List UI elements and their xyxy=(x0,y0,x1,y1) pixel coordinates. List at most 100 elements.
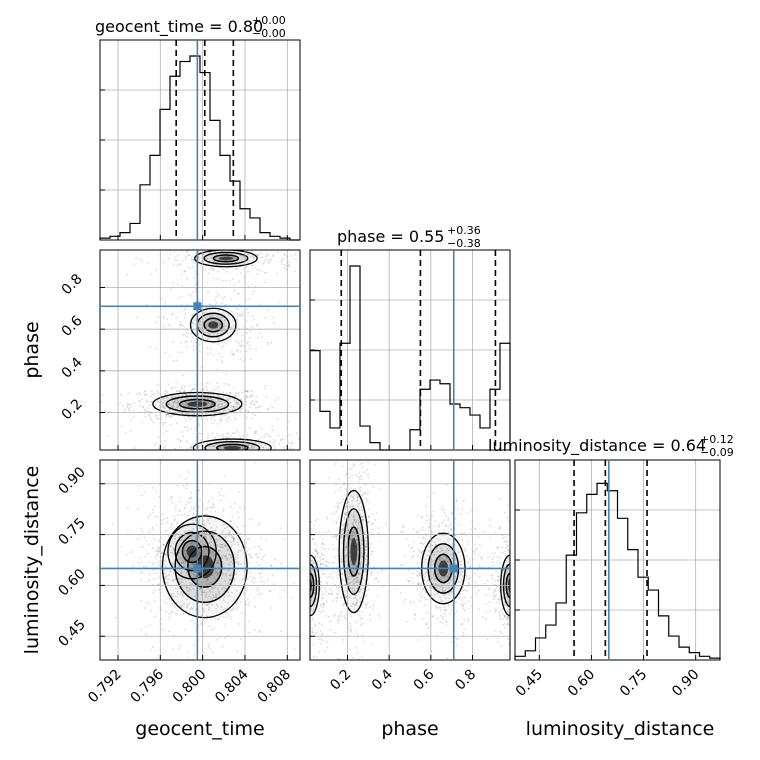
scatter-point xyxy=(357,581,360,584)
scatter-point xyxy=(209,511,212,513)
scatter-point xyxy=(420,582,422,585)
scatter-point xyxy=(477,553,480,556)
scatter-point xyxy=(305,595,307,597)
scatter-point xyxy=(232,405,234,408)
scatter-point xyxy=(245,308,248,311)
scatter-point xyxy=(516,592,518,594)
scatter-point xyxy=(178,550,181,553)
scatter-point xyxy=(360,516,363,518)
scatter-point xyxy=(328,592,331,595)
scatter-point xyxy=(419,574,421,577)
scatter-point xyxy=(241,545,243,548)
scatter-point xyxy=(259,252,262,255)
scatter-point xyxy=(242,439,245,442)
scatter-point xyxy=(341,561,344,563)
scatter-point xyxy=(496,546,499,549)
scatter-point xyxy=(305,639,307,641)
scatter-point xyxy=(149,513,152,516)
scatter-point xyxy=(358,564,361,567)
scatter-point xyxy=(179,263,181,266)
scatter-point xyxy=(466,555,468,558)
scatter-point xyxy=(177,245,179,247)
scatter-point xyxy=(145,565,148,568)
scatter-point xyxy=(298,619,300,621)
scatter-point xyxy=(337,554,339,557)
scatter-point xyxy=(357,546,359,549)
scatter-point xyxy=(345,595,348,598)
scatter-point xyxy=(319,559,322,562)
scatter-point xyxy=(172,547,175,550)
scatter-point xyxy=(280,261,283,264)
scatter-point xyxy=(152,421,154,424)
scatter-point xyxy=(168,598,171,600)
scatter-point xyxy=(209,245,211,247)
scatter-point xyxy=(107,435,110,437)
scatter-point xyxy=(305,607,307,609)
scatter-point xyxy=(322,602,325,605)
scatter-point xyxy=(207,316,209,319)
scatter-point xyxy=(360,466,363,469)
scatter-point xyxy=(246,390,249,393)
scatter-point xyxy=(217,492,220,495)
scatter-point xyxy=(213,451,215,453)
scatter-point xyxy=(273,441,276,444)
scatter-point xyxy=(161,403,164,406)
scatter-point xyxy=(426,633,428,636)
scatter-point xyxy=(131,565,134,568)
scatter-point xyxy=(235,561,238,564)
scatter-point xyxy=(205,595,208,598)
scatter-point xyxy=(255,553,258,556)
scatter-point xyxy=(422,536,425,539)
scatter-point xyxy=(269,440,271,443)
scatter-point xyxy=(360,655,363,658)
scatter-point xyxy=(179,323,182,326)
scatter-point xyxy=(344,507,347,510)
scatter-point xyxy=(354,604,357,607)
scatter-point xyxy=(327,592,330,595)
scatter-point xyxy=(505,571,508,574)
scatter-point xyxy=(310,559,313,562)
scatter-point xyxy=(238,342,241,344)
scatter-point xyxy=(519,574,521,576)
scatter-point xyxy=(360,617,363,620)
scatter-point xyxy=(249,455,251,457)
scatter-point xyxy=(356,526,359,529)
scatter-point xyxy=(427,579,430,582)
scatter-point xyxy=(194,427,197,429)
scatter-point xyxy=(511,635,513,637)
scatter-point xyxy=(208,401,210,404)
scatter-point xyxy=(189,583,192,585)
scatter-point xyxy=(403,601,405,603)
scatter-point xyxy=(362,518,365,521)
scatter-point xyxy=(318,622,321,625)
scatter-point xyxy=(129,406,132,409)
scatter-point xyxy=(194,341,197,344)
scatter-point xyxy=(347,596,350,599)
scatter-point xyxy=(162,316,165,319)
scatter-point xyxy=(160,418,163,421)
scatter-point xyxy=(179,440,182,442)
scatter-point xyxy=(180,284,183,287)
scatter-point xyxy=(191,607,194,610)
scatter-point xyxy=(319,585,322,588)
scatter-point xyxy=(224,324,226,327)
scatter-point xyxy=(355,594,357,597)
scatter-point xyxy=(364,552,367,554)
scatter-point xyxy=(180,578,182,581)
scatter-point xyxy=(319,663,321,665)
scatter-point xyxy=(190,315,192,318)
scatter-point xyxy=(243,256,245,258)
scatter-point xyxy=(338,614,341,617)
scatter-point xyxy=(171,386,174,389)
scatter-point xyxy=(206,401,209,404)
scatter-point xyxy=(237,434,240,436)
scatter-point xyxy=(222,530,225,533)
scatter-point xyxy=(171,464,173,466)
scatter-point xyxy=(303,610,305,612)
scatter-point xyxy=(316,552,319,555)
scatter-point xyxy=(287,261,290,264)
scatter-point xyxy=(240,445,243,448)
scatter-point xyxy=(219,434,222,437)
scatter-point xyxy=(253,545,256,548)
scatter-point xyxy=(506,623,508,626)
